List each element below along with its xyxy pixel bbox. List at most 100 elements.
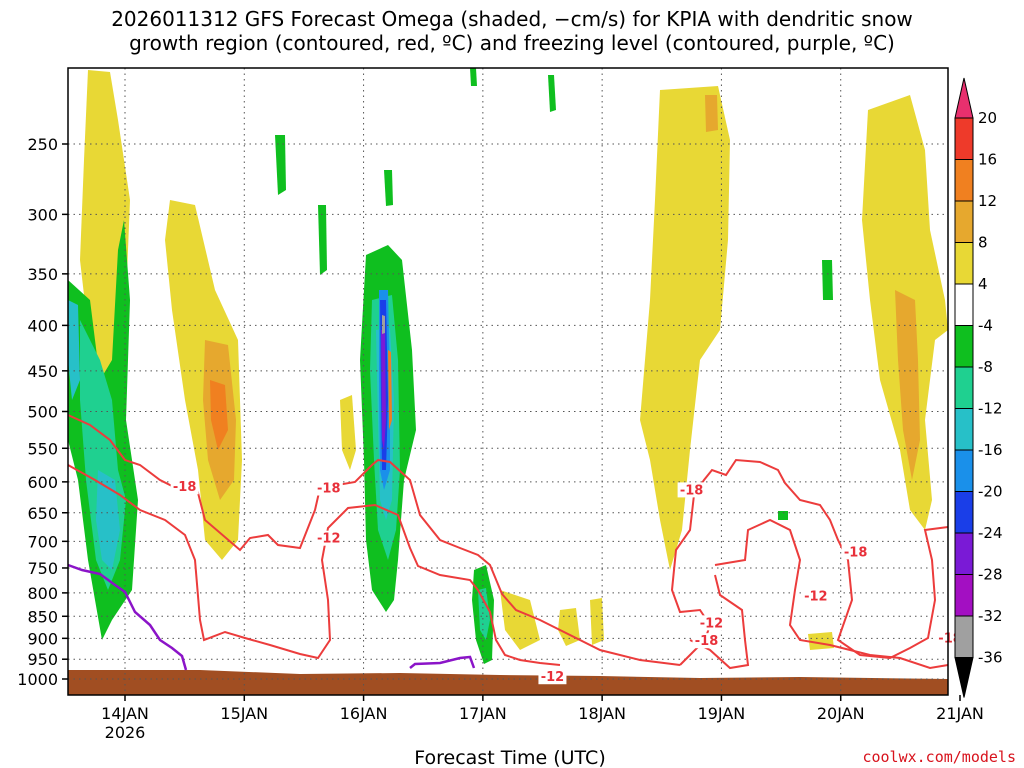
omega-orange-cell-latest [895, 290, 920, 480]
omega-yellow-region-jan17 [500, 590, 540, 650]
colorbar-label: -12 [978, 400, 1003, 418]
y-tick-label: 550 [27, 439, 58, 458]
dendritic-contour-late-loop [689, 574, 750, 670]
contour-label-bg [697, 615, 726, 631]
omega-purple-region-jan16 [381, 330, 386, 450]
colorbar-label: -36 [978, 649, 1003, 667]
colorbar-bin [954, 615, 974, 658]
y-tick-label: 650 [27, 504, 58, 523]
y-tick-label: 600 [27, 473, 58, 492]
omega-green-cell-6 [822, 260, 833, 300]
contour-label-bg [841, 544, 870, 560]
colorbar-bin [954, 366, 974, 409]
contour-label: -12 [541, 670, 565, 685]
site-credit: coolwx.com/models [862, 748, 1016, 766]
contour-label-bg [170, 479, 199, 495]
omega-orange-cell-late [705, 95, 718, 132]
y-tick-label: 250 [27, 135, 58, 154]
dendritic-contour-upper [67, 414, 681, 666]
dendritic-contours [67, 414, 949, 670]
omega-yellow-region-jan17c [590, 598, 604, 645]
contour-label-bg [677, 482, 706, 498]
chart-subtitle: growth region (contoured, red, ºC) and f… [129, 31, 895, 55]
omega-green-cell-3 [384, 170, 393, 206]
contour-label: -12 [700, 616, 724, 631]
contour-label-bg [314, 530, 343, 546]
omega-green-cell-2 [318, 205, 327, 275]
omega-green-cell-4 [548, 75, 556, 112]
omega-green-cell-7 [778, 511, 788, 520]
colorbar-bin [954, 532, 974, 575]
chart-title: 2026011312 GFS Forecast Omega (shaded, −… [111, 7, 913, 31]
terrain-ground [68, 670, 948, 695]
freezing-level-early [67, 563, 188, 671]
contour-label-bg [692, 633, 721, 649]
x-tick-sublabel: 2026 [105, 723, 146, 742]
colorbar-label: 4 [978, 275, 988, 293]
y-tick-label: 850 [27, 607, 58, 626]
omega-orange-sliver-jan16 [388, 350, 392, 430]
y-tick-label: 800 [27, 584, 58, 603]
contour-label-bg [801, 588, 830, 604]
y-tick-label: 750 [27, 559, 58, 578]
colorbar-label: -8 [978, 358, 993, 376]
colorbar-bin [954, 200, 974, 243]
y-tick-label: 700 [27, 532, 58, 551]
y-tick-label: 950 [27, 650, 58, 669]
y-tick-label: 350 [27, 265, 58, 284]
y-tick-label: 450 [27, 362, 58, 381]
colorbar-bin [954, 449, 974, 492]
colorbar-label: 12 [978, 192, 997, 210]
freezing-level-jan17 [409, 655, 476, 669]
colorbar-label: 20 [978, 109, 997, 127]
omega-yellow-region-late [640, 86, 730, 570]
grid [68, 68, 948, 695]
contour-label: -18 [695, 634, 719, 649]
contour-label: -12 [804, 590, 828, 605]
colorbar: 20 16 12 8 4 -4 -8 -12 -16 -20 -24 -28 -32 -36 [954, 77, 1003, 698]
colorbar-bottom-arrow [954, 657, 974, 698]
y-tick-label: 300 [27, 205, 58, 224]
colorbar-label: -32 [978, 607, 1003, 625]
colorbar-label: 8 [978, 234, 988, 252]
omega-shading [68, 68, 948, 664]
contour-label: -18 [844, 545, 868, 560]
y-tick-label: 1000 [17, 670, 58, 689]
colorbar-label: -4 [978, 317, 993, 335]
omega-green-cell-5 [470, 68, 477, 86]
plot-border [67, 67, 949, 696]
colorbar-bin [954, 159, 974, 202]
x-tick-label: 21JAN [936, 704, 984, 723]
colorbar-bin [954, 408, 974, 451]
x-axis-title: Forecast Time (UTC) [414, 747, 605, 768]
y-tick-label: 400 [27, 316, 58, 335]
colorbar-bin [954, 491, 974, 534]
colorbar-bin [954, 117, 974, 160]
x-tick-label: 15JAN [220, 704, 268, 723]
x-tick-label: 17JAN [459, 704, 507, 723]
contour-label: -18 [317, 482, 341, 497]
omega-green-cell-1 [275, 135, 286, 195]
x-tick-label: 14JAN [101, 704, 149, 723]
freezing-level-contours [67, 563, 476, 671]
y-axis: 250 300 350 400 450 500 550 600 650 700 750 800 850 9… [17, 135, 68, 689]
x-tick-label: 16JAN [340, 704, 388, 723]
omega-cyan-strip-early [68, 300, 80, 400]
contour-labels: -18 -18-12-12-18-12-18-12-18-18 [170, 479, 965, 685]
y-tick-label: 900 [27, 629, 58, 648]
x-tick-label: 20JAN [817, 704, 865, 723]
contour-label: -18 [680, 483, 704, 498]
contour-label-bg [538, 669, 567, 685]
colorbar-bin [954, 574, 974, 617]
omega-yellow-region-jan16 [340, 395, 356, 470]
omega-teal-region-jan17 [478, 588, 490, 640]
colorbar-bin [954, 283, 974, 326]
colorbar-label: -24 [978, 524, 1003, 542]
omega-orange-inner-2 [210, 380, 228, 450]
omega-cyan-region-early [96, 470, 120, 570]
colorbar-bin [954, 325, 974, 368]
colorbar-label: -16 [978, 441, 1003, 459]
omega-gray-core-jan16 [382, 315, 385, 334]
